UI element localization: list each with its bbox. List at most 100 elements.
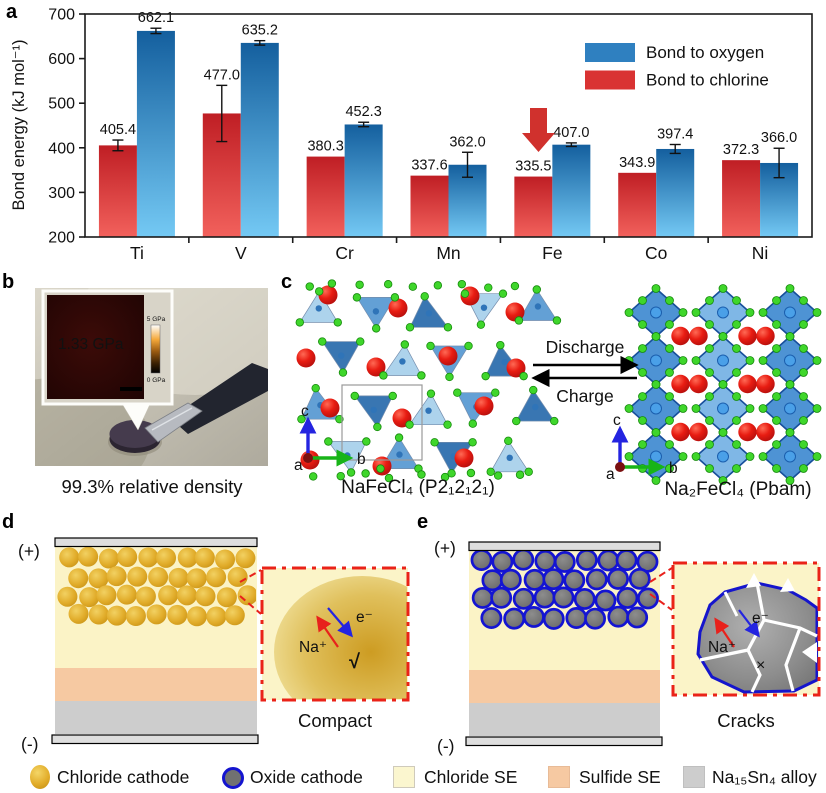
cl-atom: [812, 452, 822, 461]
oxide-particle: [607, 567, 630, 590]
axis-c-label-left: c: [301, 403, 309, 420]
chloride-particle: [227, 566, 248, 587]
fe-atom: [717, 354, 729, 367]
value-label: 452.3: [345, 104, 381, 120]
cl-atom: [314, 287, 324, 296]
na-atom: [738, 374, 757, 394]
panel-b-label: b: [2, 271, 15, 293]
cl-atom: [638, 368, 647, 377]
axis-a-origin-right: [615, 462, 625, 472]
cl-atom: [785, 332, 795, 341]
scale-bar: [120, 387, 142, 391]
na-atom: [454, 448, 474, 468]
legend-alloy: Na₁₅Sn₄ alloy: [712, 767, 817, 787]
cl-atom: [665, 320, 674, 329]
chloride-particle: [59, 547, 80, 568]
cl-atom: [529, 385, 538, 395]
fe-atom: [315, 305, 322, 312]
crack-notch: [780, 578, 795, 592]
fe-atom: [717, 402, 729, 415]
cl-atom: [468, 438, 477, 447]
na-atom: [738, 326, 757, 346]
oxide-particle: [481, 569, 504, 592]
fe-atom: [784, 306, 796, 319]
na-atom: [296, 348, 316, 368]
y-tick-label: 500: [48, 96, 75, 113]
e-inset-particle-group: [696, 573, 818, 694]
oxide-particle: [503, 607, 526, 630]
cl-atom: [638, 392, 647, 401]
cl-atom: [464, 341, 473, 351]
cl-atom: [691, 452, 701, 461]
value-label: 397.4: [657, 126, 693, 142]
e-electron-label: e⁻: [752, 610, 769, 627]
cl-atom: [405, 420, 414, 429]
e-zoom-line-top: [649, 567, 673, 583]
fe-atom: [534, 303, 542, 310]
cl-atom: [785, 428, 795, 437]
cl-atom: [799, 464, 808, 473]
cl-atom: [799, 344, 808, 353]
cl-atom: [624, 308, 634, 317]
fe-atom: [372, 308, 380, 315]
cl-atom: [352, 293, 362, 302]
oxide-particle: [522, 606, 545, 628]
bond-energy-chart: 200 300 400 500 600 700 405.4 662.1 Ti 477.0 635.2…: [10, 7, 813, 263]
cl-atom: [550, 416, 559, 426]
y-tick-label: 300: [48, 185, 75, 202]
cl-atom: [311, 383, 320, 393]
fe-atom: [370, 406, 377, 414]
cl-atom: [799, 392, 808, 401]
oxide-particle: [565, 607, 588, 629]
chloride-particle: [106, 566, 127, 587]
cl-atom: [758, 452, 768, 461]
oxide-particle: [490, 586, 513, 609]
cl-atom: [371, 324, 381, 333]
cl-atom: [336, 471, 345, 481]
cl-atom: [732, 392, 741, 401]
cl-atom: [504, 436, 513, 446]
cl-atom: [691, 308, 701, 317]
cl-atom: [705, 296, 714, 305]
cl-atom: [510, 281, 520, 291]
cl-atom: [515, 470, 525, 479]
fe-atom: [396, 451, 403, 458]
cl-atom: [678, 404, 688, 413]
value-label: 337.6: [411, 158, 447, 174]
cl-atom: [732, 320, 741, 329]
cl-atom: [447, 469, 456, 478]
cl-atom: [785, 380, 795, 389]
d-positive-terminal: (+): [18, 541, 40, 561]
cl-atom: [772, 320, 781, 329]
cl-atom: [420, 292, 429, 301]
oxide-particle: [533, 586, 556, 609]
cl-atom: [484, 283, 493, 292]
d-electron-arrow: [327, 607, 353, 638]
fe-atom: [425, 310, 433, 317]
cl-atom: [638, 296, 647, 305]
oxide-particle: [512, 550, 535, 571]
axis-a-label-left: a: [294, 457, 303, 474]
legend-chloride-se: Chloride SE: [424, 767, 518, 787]
cell-schematics-panel: (+) (-) Na⁺ e⁻ √ Compact (+) (-): [18, 537, 821, 756]
fe-atom: [501, 358, 508, 366]
cl-atom: [466, 468, 476, 478]
oxide-particle: [542, 568, 565, 591]
cl-atom: [812, 356, 822, 365]
na-atom: [671, 374, 690, 394]
chloride-cathode-spheres: [57, 547, 256, 627]
axis-c-label-right: c: [613, 412, 621, 429]
cl-atom: [338, 368, 348, 377]
fe-atom: [784, 354, 796, 367]
d-inset-blob-group: [274, 576, 407, 699]
pellet-photo-panel: 1.33 GPa 5 GPa 0 GPa 99.3% relative dens…: [35, 288, 268, 497]
category-label: Ti: [130, 243, 144, 263]
d-bottom-electrode: [51, 734, 259, 745]
fe-atom: [784, 402, 796, 415]
cl-atom: [318, 337, 327, 346]
cl-atom: [638, 440, 647, 449]
cl-atom: [772, 392, 781, 401]
cl-atom: [691, 356, 701, 365]
cl-atom: [665, 344, 674, 353]
crack-line: [723, 591, 739, 617]
